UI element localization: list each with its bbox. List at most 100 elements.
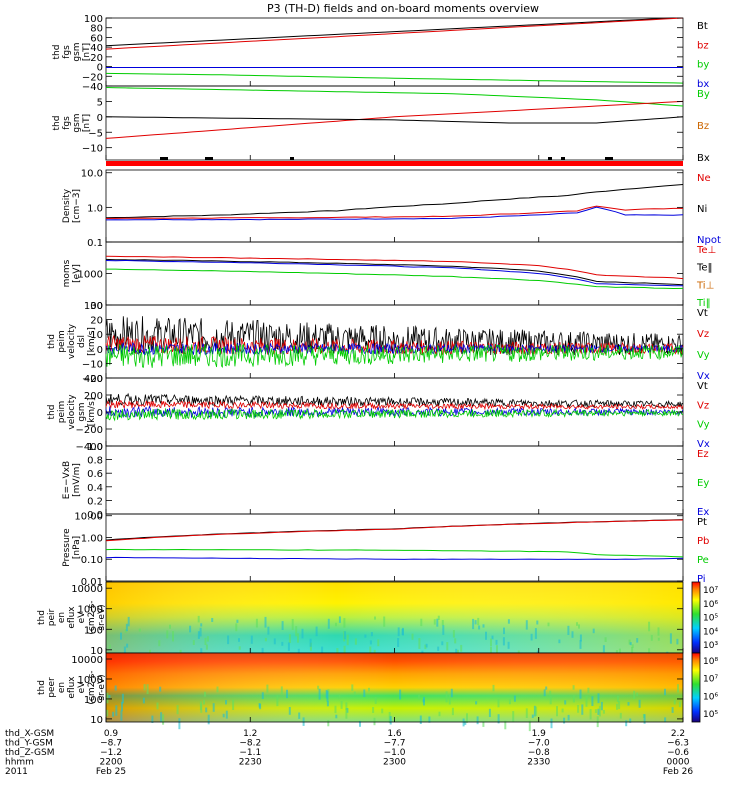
spectrogram-cell: [579, 640, 582, 649]
spectrogram-cell: [374, 616, 376, 620]
spectrogram-cell: [351, 684, 354, 691]
spectrogram-cell: [359, 720, 361, 727]
x-axis-value: −0.8: [528, 748, 550, 758]
x-axis-value: −7.0: [528, 739, 550, 749]
spectrogram-cell: [604, 637, 607, 642]
spectrogram-cell: [536, 620, 539, 625]
colorbar-label: 10⁴: [703, 627, 718, 637]
panel-frame: [105, 513, 684, 582]
x-axis-value: Feb 26: [663, 767, 694, 777]
legend-by: by: [697, 60, 709, 71]
spectrogram-cell: [258, 703, 261, 708]
spectrogram-cell: [108, 695, 111, 698]
spectrogram-cell: [178, 718, 181, 730]
spectrogram-cell: [383, 616, 386, 627]
spectrogram-cell: [189, 625, 192, 633]
spectrogram-cell: [424, 644, 427, 650]
spectrogram-cell: [490, 646, 492, 657]
y-axis-label: thd: [37, 610, 47, 625]
series-Vy: [105, 343, 684, 369]
spectrogram-cell: [121, 701, 123, 712]
y-tick-label: 40: [90, 43, 103, 54]
y-tick-label: 0.01: [81, 577, 103, 588]
y-tick-label: 20: [90, 53, 103, 64]
status-marker: [290, 157, 294, 160]
x-axis-value: 0000: [667, 758, 690, 768]
y-tick-label: 0.0: [87, 510, 103, 521]
series-Npot: [105, 206, 684, 221]
spectrogram-cell: [205, 707, 208, 713]
spectrogram-cell: [664, 717, 667, 723]
legend-Pi: Pi: [697, 574, 706, 585]
legend-Te⊥: Te⊥: [696, 245, 716, 256]
status-marker: [605, 157, 613, 160]
spectrogram-cell: [199, 627, 202, 637]
spectrogram-cell: [176, 705, 179, 715]
y-tick-label: −200: [76, 425, 103, 436]
x-axis-value: 2230: [239, 758, 262, 768]
y-tick-label: −5: [88, 128, 103, 139]
spectrogram-cell: [146, 684, 149, 694]
colorbar-label: 10⁸: [703, 657, 718, 667]
spectrogram-cell: [455, 648, 458, 655]
spectrogram-cell: [579, 689, 582, 699]
spectrogram-cell: [597, 693, 600, 704]
spectrogram-cell: [225, 710, 228, 719]
spectrogram-cell: [158, 640, 161, 647]
spectrogram-cell: [338, 694, 341, 699]
legend-Bt: Bt: [697, 21, 708, 32]
y-axis-label: [nT]: [82, 43, 92, 61]
spectrogram-cell: [441, 620, 444, 626]
spectrogram-cell: [340, 701, 343, 709]
spectrogram-cell: [276, 695, 279, 707]
x-axis-row-label: 2011: [5, 767, 28, 777]
spectrogram-cell: [280, 686, 283, 695]
status-marker: [548, 157, 552, 160]
spectrogram-cell: [563, 717, 566, 724]
status-marker: [561, 157, 565, 160]
legend-bx: bx: [697, 79, 709, 90]
y-axis-label: [nPa]: [72, 536, 82, 559]
spectrogram-cell: [123, 646, 126, 657]
legend-Ez: Ez: [697, 449, 709, 460]
y-tick-label: 0.6: [87, 469, 103, 480]
spectrogram-cell: [462, 718, 465, 727]
spectrogram-cell: [286, 689, 288, 699]
legend-Vt: Vt: [697, 308, 708, 319]
spectrogram-cell: [446, 642, 449, 651]
spectrogram-cell: [549, 690, 552, 695]
y-axis-label: eV: [77, 611, 87, 624]
spectrogram-cell: [327, 720, 330, 727]
spectrogram-cell: [204, 691, 206, 697]
panel-frame: [105, 17, 684, 87]
spectrogram-cell: [125, 623, 128, 632]
y-axis-label: sr-eV): [97, 674, 107, 700]
spectrogram-cell: [207, 714, 210, 725]
spectrogram-cell: [120, 632, 122, 640]
spectrogram-cell: [381, 708, 384, 714]
spectrogram-cell: [460, 644, 463, 652]
spectrogram-cell: [600, 701, 603, 711]
spectrogram-cell: [627, 702, 630, 706]
series-Ti⊥: [105, 255, 684, 280]
spectrogram-cell: [636, 638, 639, 643]
panel-fgs-gsm-2: 5 0 −5 −10 thd fgs gsm [nT] By Bz Bx: [52, 85, 710, 164]
y-axis-label: gsm: [77, 402, 87, 421]
spectrogram-cell: [264, 637, 267, 642]
spectrogram-cell: [631, 644, 634, 648]
spectrogram-cell: [485, 631, 487, 640]
spectrogram-cell: [587, 687, 590, 694]
legend-Bz: Bz: [697, 121, 709, 132]
spectrogram-cell: [550, 718, 553, 729]
spectrogram-cell: [475, 701, 478, 705]
spectrogram-cell: [343, 618, 346, 628]
series-Vz: [105, 400, 684, 411]
spectrogram-cell: [159, 686, 162, 692]
spectrogram-cell: [124, 629, 127, 633]
series-Vt: [105, 392, 683, 409]
spectrogram-cell: [676, 638, 679, 645]
spectrogram-cell: [561, 708, 564, 713]
y-tick-label: 1000: [78, 605, 103, 616]
spectrogram-cell: [664, 688, 666, 696]
